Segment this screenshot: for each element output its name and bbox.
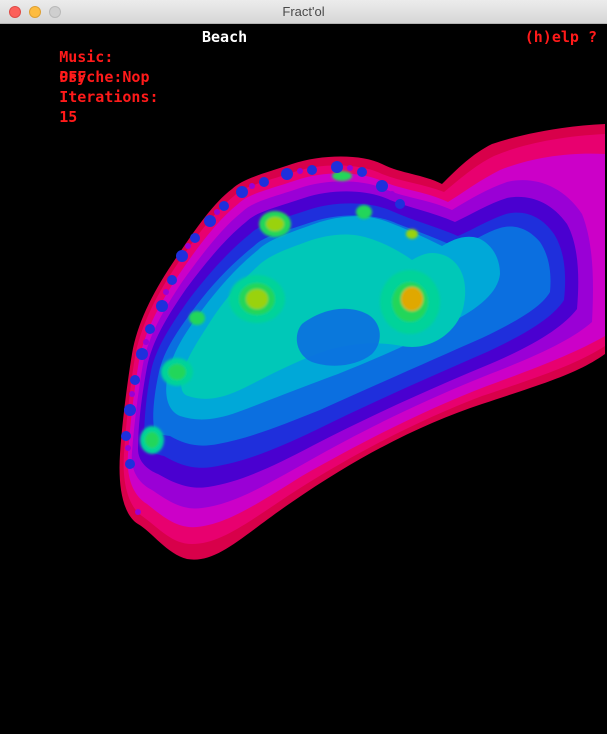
- fractal-glow-8: [406, 229, 418, 239]
- fractal-glow-6: [189, 311, 205, 325]
- fractal-glow-2-center: [401, 287, 423, 311]
- help-hint: (h)elp ?: [524, 28, 597, 46]
- music-label: Music:: [59, 48, 114, 66]
- psyche-label: Psyche:: [59, 68, 123, 86]
- fractal-glow-5-core: [145, 432, 159, 448]
- fractal-glow-9: [332, 171, 352, 181]
- minimize-button[interactable]: [29, 6, 41, 18]
- music-status: Music: OFF: [5, 27, 113, 107]
- fractal-fringe-speckles: [125, 165, 395, 515]
- fractal-name: Beach: [202, 28, 248, 46]
- fractal-glow-3-center: [266, 217, 284, 231]
- iterations-status: Iterations: 15: [5, 67, 159, 147]
- psyche-status: Psyche:Nop: [5, 47, 150, 107]
- iterations-label: Iterations:: [59, 88, 159, 106]
- fractal-glow-1-center: [246, 289, 268, 309]
- window-title: Fract'ol: [282, 4, 325, 19]
- fractal-glow-7: [356, 205, 372, 219]
- fractal-canvas[interactable]: Music: OFF Psyche:Nop Iterations: 15 Bea…: [2, 24, 605, 732]
- fractal-render[interactable]: [2, 24, 605, 732]
- close-button[interactable]: [9, 6, 21, 18]
- psyche-value: Nop: [122, 68, 150, 86]
- fractal-inner-pool: [296, 308, 380, 366]
- title-bar[interactable]: Fract'ol: [0, 0, 607, 24]
- maximize-button[interactable]: [49, 6, 61, 18]
- iterations-value: 15: [59, 108, 78, 126]
- fractal-fringe: [121, 161, 405, 469]
- fractal-glow-4-core: [168, 364, 186, 380]
- music-value: OFF: [59, 68, 87, 86]
